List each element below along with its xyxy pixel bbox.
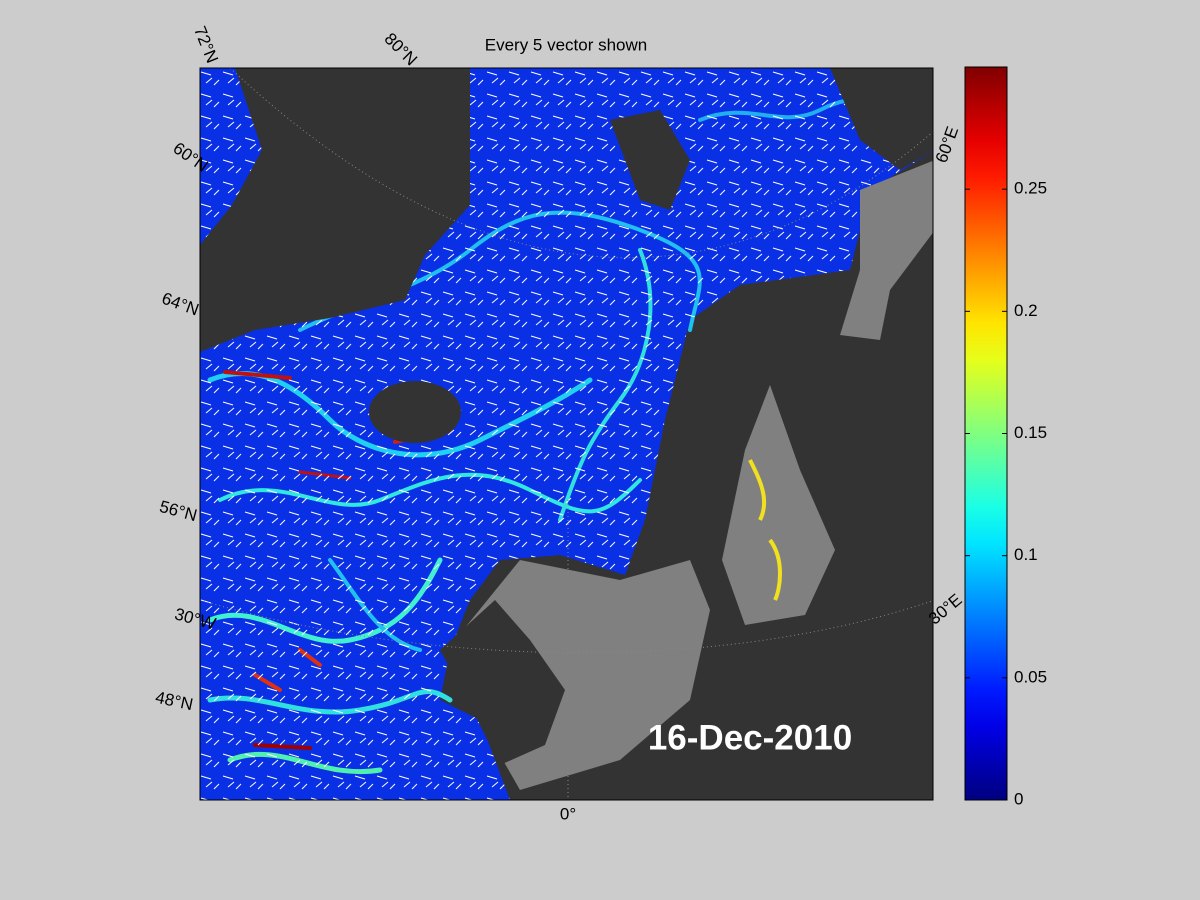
map: 16-Dec-2010 xyxy=(200,68,933,800)
kola xyxy=(830,68,933,170)
colorbar xyxy=(964,66,1008,801)
title: Every 5 vector shown xyxy=(485,35,648,54)
date-label: 16-Dec-2010 xyxy=(648,718,852,757)
graticule-label: 72°N xyxy=(190,23,222,65)
white-sea xyxy=(840,160,933,340)
map-frame xyxy=(199,67,934,801)
graticule-label: 0° xyxy=(560,804,576,823)
baltic-streaks xyxy=(748,459,782,601)
graticule-label: 80°N xyxy=(381,29,421,69)
baltic-sea xyxy=(722,385,835,625)
graticule-label: 48°N xyxy=(154,688,195,714)
svalbard xyxy=(610,110,690,210)
colorbar-tick-label: 0.25 xyxy=(1014,179,1047,198)
greenland xyxy=(200,68,470,352)
colorbar-tick-label: 0 xyxy=(1014,789,1023,808)
graticule-label: 64°N xyxy=(159,289,201,320)
british-isles xyxy=(440,600,565,765)
iceland xyxy=(369,381,461,443)
colorbar-tick-label: 0.05 xyxy=(1014,667,1047,686)
colorbar-tick-label: 0.1 xyxy=(1014,545,1038,564)
graticule-label: 60°E xyxy=(932,124,963,165)
colorbar-tick-label: 0.2 xyxy=(1014,301,1038,320)
graticule-label: 56°N xyxy=(157,497,199,525)
colorbar-tick-label: 0.15 xyxy=(1014,423,1047,442)
